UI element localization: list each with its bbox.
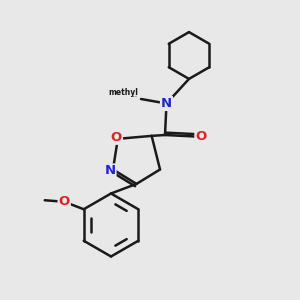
Text: methyl: methyl bbox=[133, 96, 137, 97]
Text: N: N bbox=[104, 164, 116, 178]
Text: N: N bbox=[161, 97, 172, 110]
Text: O: O bbox=[195, 130, 207, 143]
Text: methyl: methyl bbox=[109, 88, 139, 97]
Text: O: O bbox=[58, 195, 70, 208]
Text: O: O bbox=[111, 131, 122, 144]
